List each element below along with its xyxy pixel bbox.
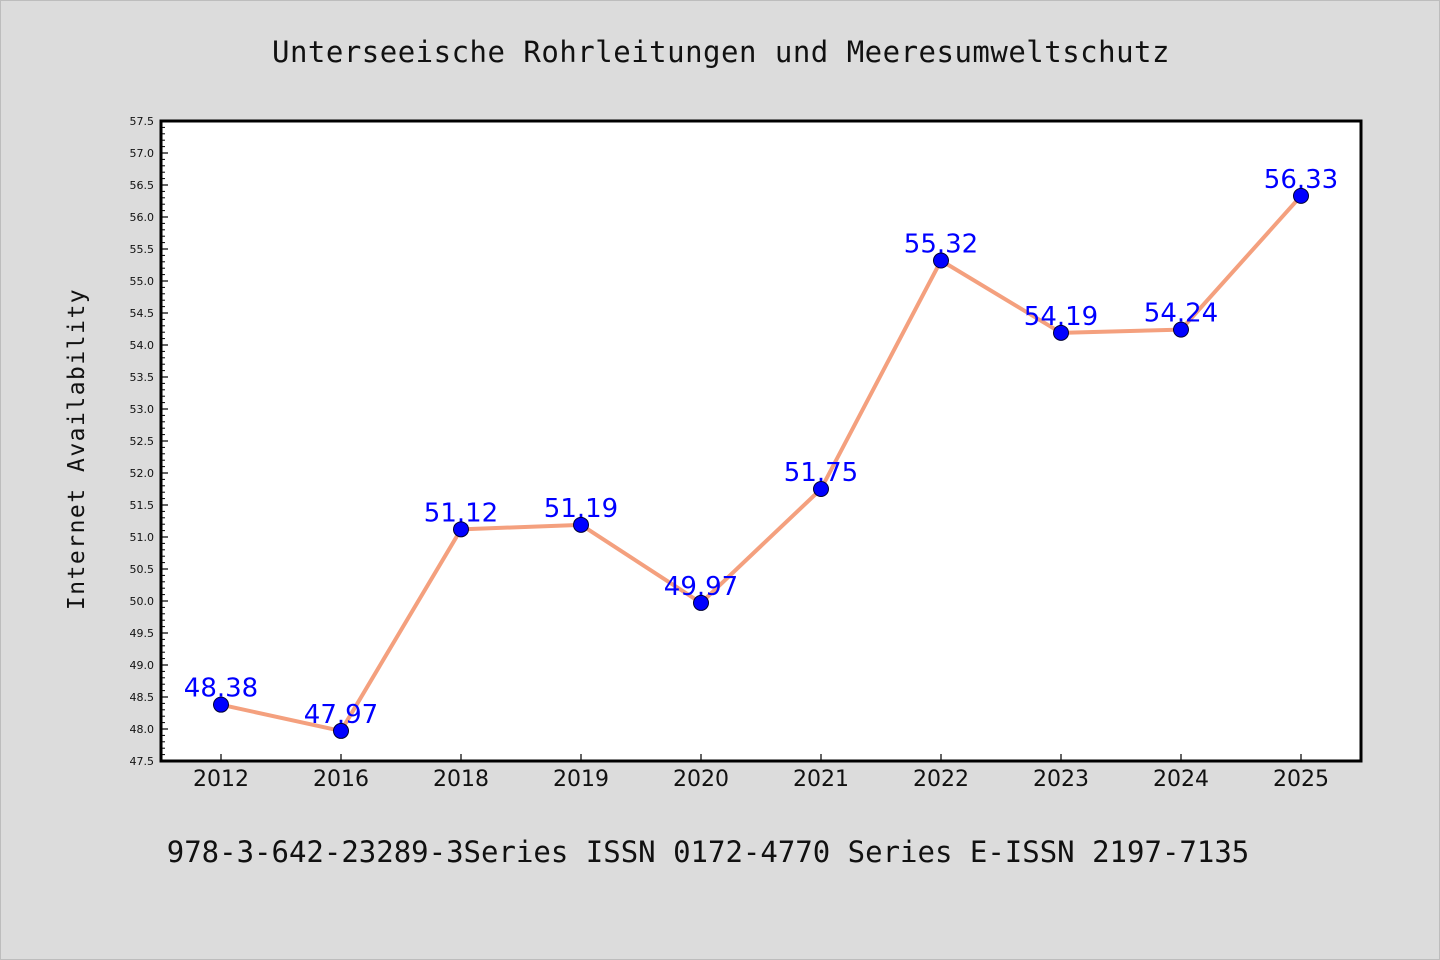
x-tick-label: 2022 <box>913 767 969 792</box>
y-tick-label: 49.5 <box>130 627 155 640</box>
data-point <box>573 516 589 533</box>
y-tick-label: 53.0 <box>130 403 155 416</box>
y-tick-label: 53.5 <box>130 371 155 384</box>
data-point <box>333 722 349 739</box>
series-line <box>220 194 1303 733</box>
x-tick-label: 2019 <box>553 767 609 792</box>
y-tick-label: 52.5 <box>130 435 155 448</box>
y-tick-label: 54.5 <box>130 307 155 320</box>
plot-border <box>159 119 1363 763</box>
y-tick-label: 56.5 <box>130 179 155 192</box>
y-tick-label: 47.5 <box>130 755 155 768</box>
x-tick-label: 2024 <box>1153 767 1209 792</box>
x-tick-label: 2016 <box>313 767 369 792</box>
y-tick-label: 51.0 <box>130 531 155 544</box>
chart-title: Unterseeische Rohrleitungen und Meeresum… <box>272 35 1170 69</box>
y-tick-label: 49.0 <box>130 659 155 672</box>
y-tick-label: 50.5 <box>130 563 155 576</box>
footer-text: 978-3-642-23289-3Series ISSN 0172-4770 S… <box>166 835 1250 869</box>
y-tick-label: 51.5 <box>130 499 155 512</box>
x-tick-label: 2023 <box>1033 767 1089 792</box>
y-tick-label: 54.0 <box>130 339 155 352</box>
y-tick-label: 52.0 <box>130 467 155 480</box>
data-point <box>1053 324 1069 341</box>
x-tick-label: 2025 <box>1273 767 1329 792</box>
y-tick-label: 56.0 <box>130 211 155 224</box>
y-tick-label: 55.0 <box>130 275 155 288</box>
x-tick-label: 2012 <box>193 767 249 792</box>
data-point <box>213 696 229 713</box>
y-tick-label: 48.5 <box>130 691 155 704</box>
data-point <box>1173 321 1189 338</box>
y-tick-label: 50.0 <box>130 595 155 608</box>
y-axis-ticks: 47.5 48.0 48.5 49.0 49.5 50.0 50.5 51.0 51.5 52.0… <box>130 115 168 768</box>
y-tick-label: 57.5 <box>130 115 155 128</box>
x-tick-label: 2018 <box>433 767 489 792</box>
x-tick-label: 2021 <box>793 767 849 792</box>
x-tick-label: 2020 <box>673 767 729 792</box>
data-point <box>1293 187 1309 204</box>
x-axis-ticks: 2012 2016 2018 2019 2020 2021 2022 2023 2024 2025 <box>193 754 1329 792</box>
y-tick-label: 48.0 <box>130 723 155 736</box>
data-point <box>933 252 949 269</box>
data-point <box>693 594 709 611</box>
plot-area <box>161 121 1361 761</box>
data-point <box>813 481 829 497</box>
y-tick-label: 55.5 <box>130 243 155 256</box>
data-point <box>453 521 469 538</box>
y-tick-label: 57.0 <box>130 147 155 160</box>
